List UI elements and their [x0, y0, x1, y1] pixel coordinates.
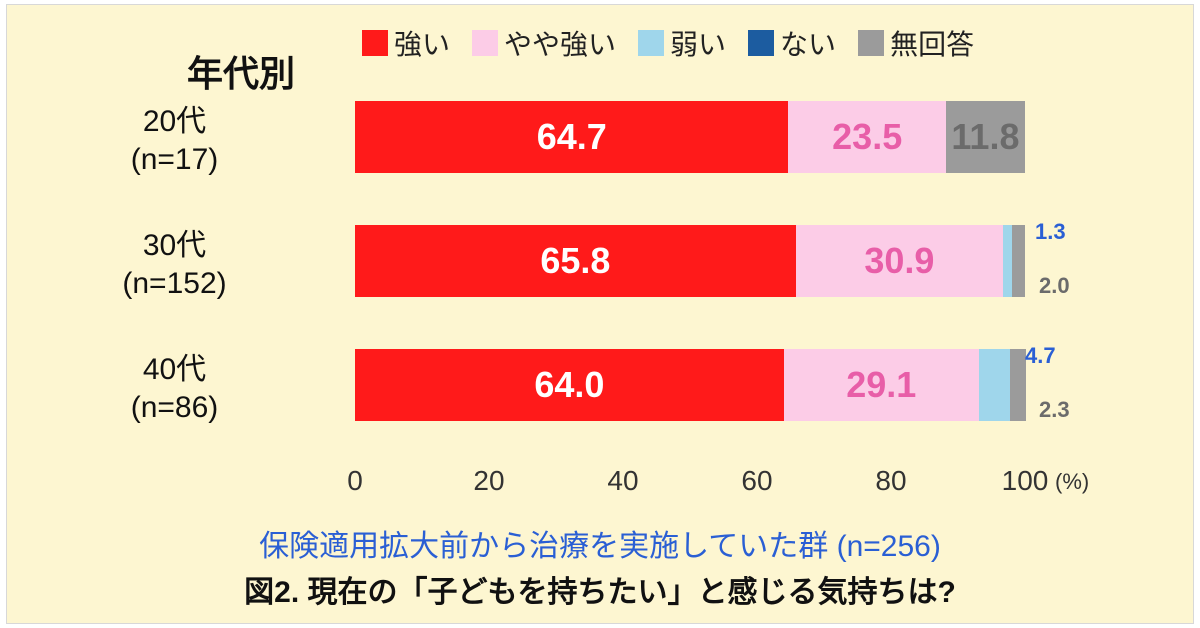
row-label-line1: 30代	[7, 227, 342, 265]
x-unit: (%)	[1055, 469, 1089, 495]
bar-segment-weak	[1003, 225, 1012, 297]
x-tick: 0	[347, 465, 363, 497]
bar-segment-somewhat: 23.5	[788, 101, 945, 173]
external-value-label: 2.0	[1039, 273, 1070, 299]
segment-value: 11.8	[951, 116, 1019, 158]
segment-value: 23.5	[832, 116, 902, 158]
bar: 64.7 23.5 11.8	[355, 101, 1025, 173]
segment-value: 65.8	[540, 240, 610, 282]
legend-item: 無回答	[858, 23, 974, 63]
bar: 64.029.14.72.3	[355, 349, 1025, 421]
bar: 65.830.91.32.0	[355, 225, 1025, 297]
category-title: 年代別	[187, 45, 295, 97]
row-label: 30代(n=152)	[7, 227, 342, 302]
x-tick: 20	[473, 465, 504, 497]
row-label: 20代(n=17)	[7, 103, 342, 178]
legend-swatch	[638, 30, 664, 56]
bar-segment-noanswer: 11.8	[946, 101, 1025, 173]
figure-title: 図2. 現在の「子どもを持ちたい」と感じる気持ちは?	[7, 567, 1193, 611]
legend-label: やや強い	[504, 23, 616, 63]
segment-value: 30.9	[864, 240, 934, 282]
row-label-line2: (n=17)	[7, 141, 342, 179]
external-value-label: 4.7	[1025, 343, 1056, 369]
legend-label: ない	[780, 23, 836, 63]
row-label-line2: (n=152)	[7, 265, 342, 303]
legend-item: 弱い	[638, 23, 726, 63]
row-label-line2: (n=86)	[7, 389, 342, 427]
x-tick: 80	[875, 465, 906, 497]
segment-value: 29.1	[846, 364, 916, 406]
row-label-line1: 40代	[7, 351, 342, 389]
row-label-line1: 20代	[7, 103, 342, 141]
legend-label: 強い	[394, 23, 450, 63]
row-label: 40代(n=86)	[7, 351, 342, 426]
bar-segment-noanswer	[1012, 225, 1025, 297]
segment-value: 64.0	[534, 364, 604, 406]
legend-swatch	[858, 30, 884, 56]
chart-canvas: 強い やや強い 弱い ない 無回答 年代別 20代(n=17) 64.7 23.5 11.8 3…	[0, 0, 1200, 628]
legend-item: ない	[748, 23, 836, 63]
subtitle: 保険適用拡大前から治療を実施していた群 (n=256)	[7, 521, 1193, 565]
legend-swatch	[472, 30, 498, 56]
chart-panel: 強い やや強い 弱い ない 無回答 年代別 20代(n=17) 64.7 23.5 11.8 3…	[6, 4, 1194, 624]
segment-value: 64.7	[537, 116, 607, 158]
bar-segment-somewhat: 30.9	[796, 225, 1003, 297]
legend-swatch	[748, 30, 774, 56]
legend-label: 無回答	[890, 23, 974, 63]
bar-segment-strong: 64.7	[355, 101, 788, 173]
x-tick: 40	[607, 465, 638, 497]
legend-item: 強い	[362, 23, 450, 63]
bar-segment-somewhat: 29.1	[784, 349, 979, 421]
external-value-label: 2.3	[1039, 397, 1070, 423]
bar-segment-strong: 64.0	[355, 349, 784, 421]
x-tick: 100	[1002, 465, 1049, 497]
legend-label: 弱い	[670, 23, 726, 63]
bar-segment-strong: 65.8	[355, 225, 796, 297]
external-value-label: 1.3	[1035, 219, 1066, 245]
legend-item: やや強い	[472, 23, 616, 63]
legend: 強い やや強い 弱い ない 無回答	[362, 23, 974, 63]
legend-swatch	[362, 30, 388, 56]
bar-segment-noanswer	[1010, 349, 1025, 421]
bar-segment-weak	[979, 349, 1010, 421]
x-tick: 60	[741, 465, 772, 497]
